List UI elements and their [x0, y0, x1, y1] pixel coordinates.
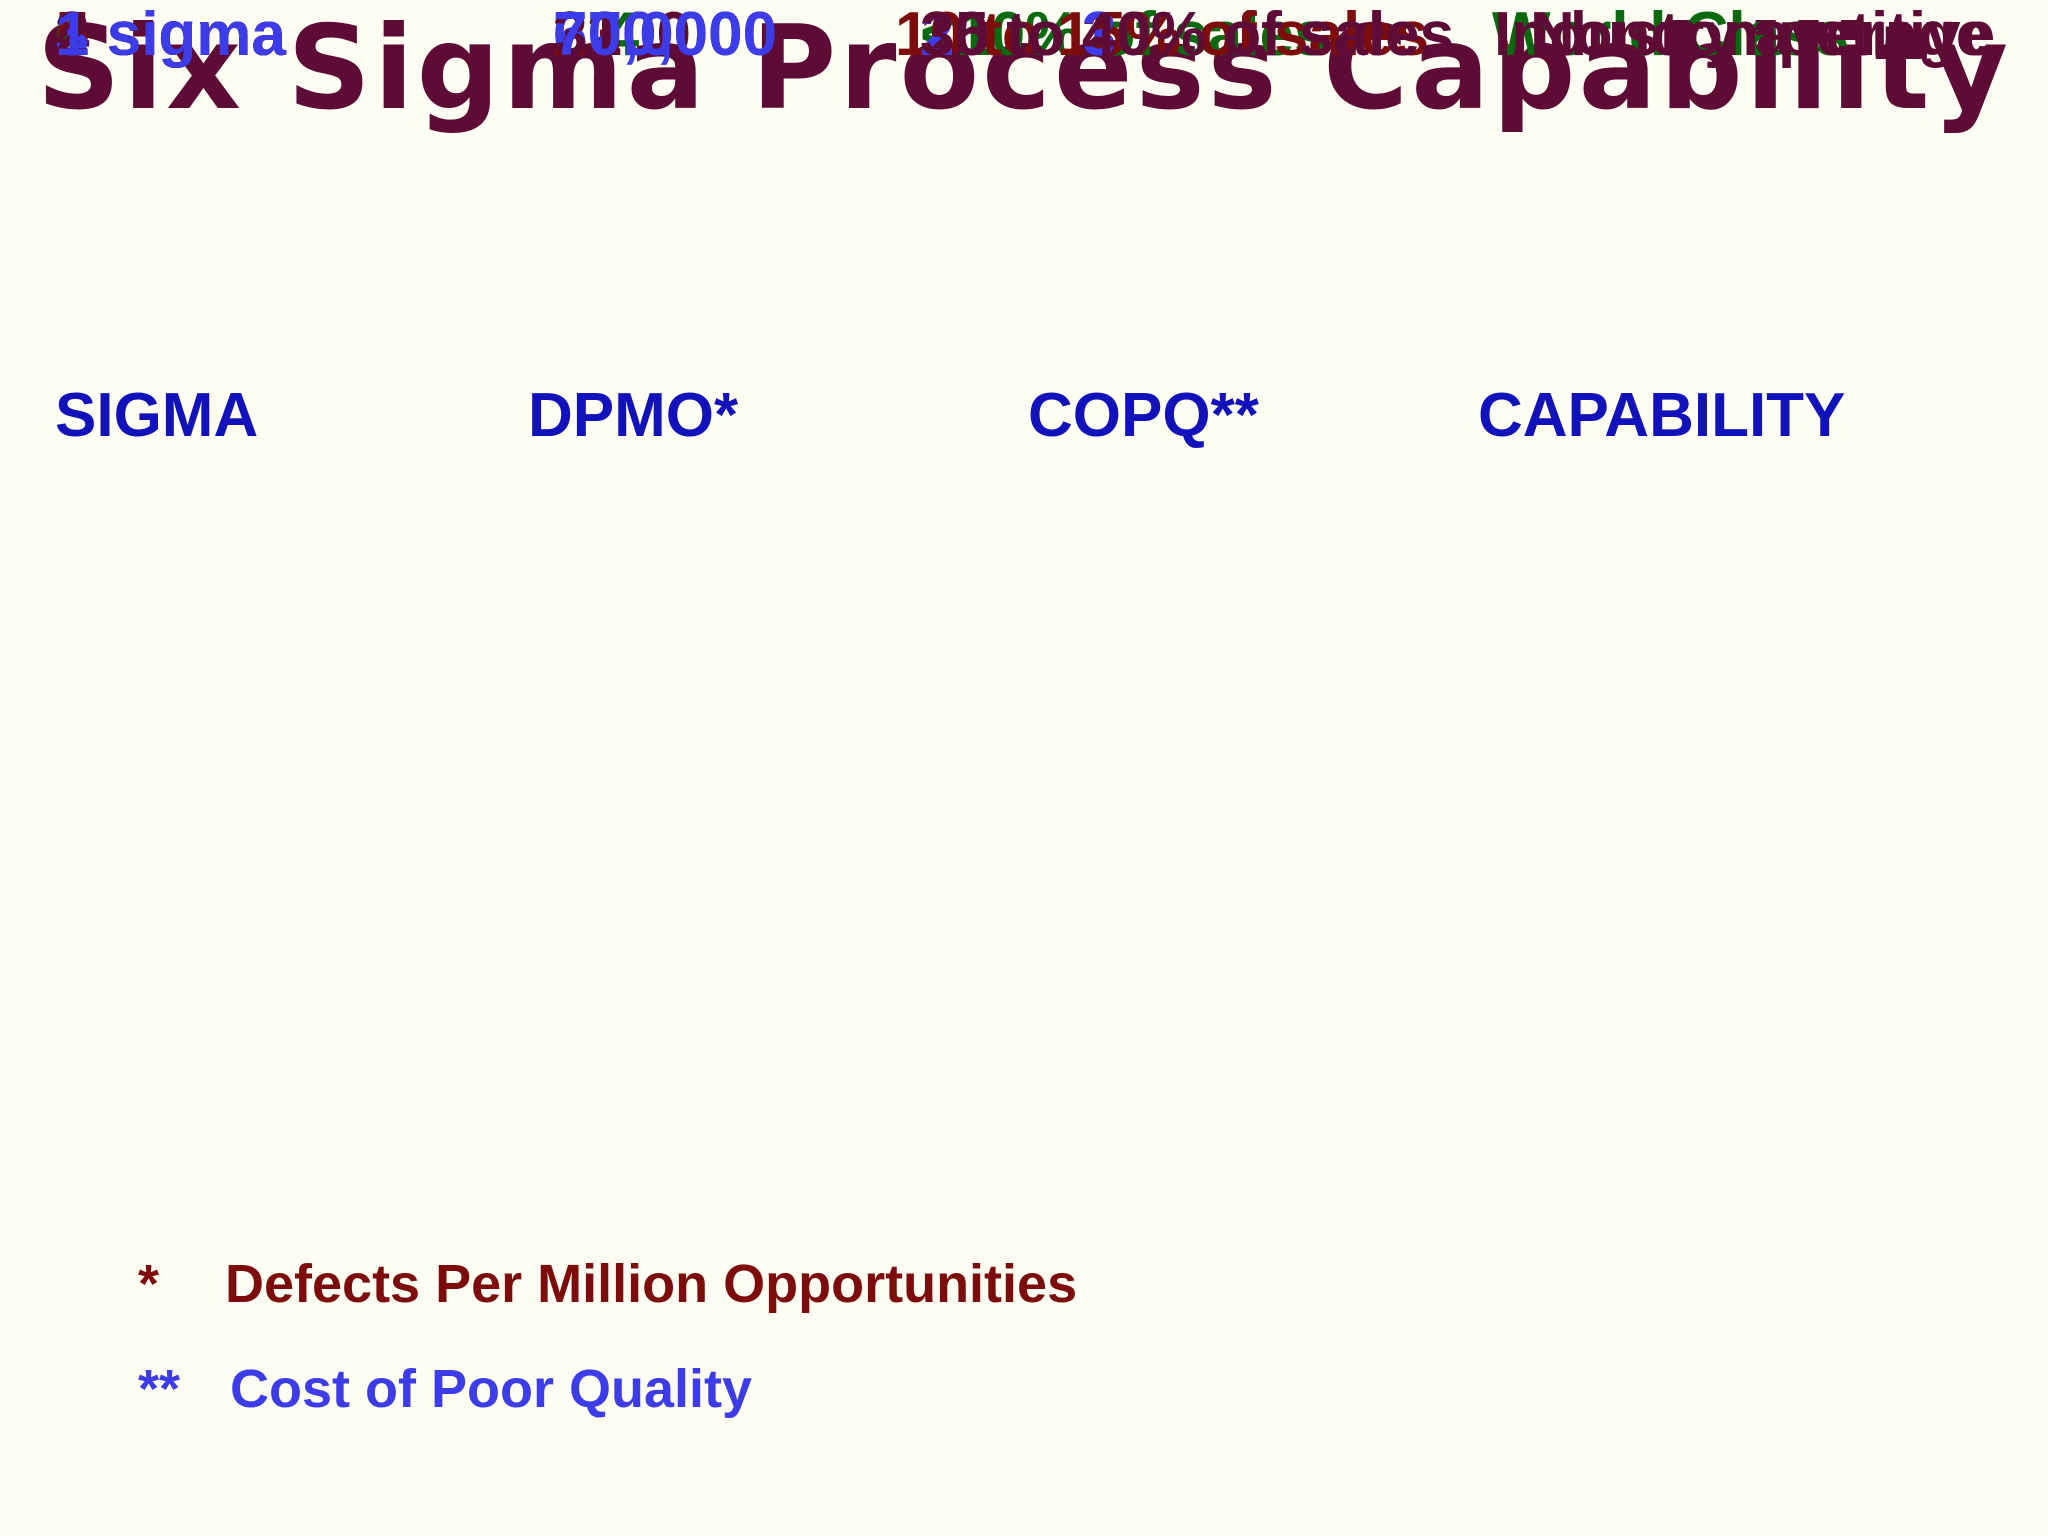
header-copq: COPQ**: [1028, 381, 1259, 450]
sigma-cell: 5 sigma: [55, 0, 286, 69]
capability-cell: Industry average: [1494, 0, 1991, 69]
capability-cell: World Class: [1492, 0, 1850, 69]
header-sigma: SIGMA: [55, 381, 259, 450]
sigma-cell: 4 sigma: [55, 0, 286, 69]
sigma-cell: 6 sigma: [55, 0, 286, 69]
dpmo-cell: 3.4: [553, 0, 640, 69]
header-capability: CAPABILITY: [1478, 381, 1846, 450]
page-title: Six Sigma Process Capability: [36, 1, 2012, 136]
sigma-cell: 2 sigma: [55, 0, 286, 69]
footnote-marker: **: [138, 1359, 181, 1419]
capability-cell: Noncompetitive: [1530, 0, 1996, 69]
copq-cell: 30 to 40% of sales: [920, 0, 1455, 69]
copq-cell: 10 to 15% of sales: [895, 0, 1430, 69]
dpmo-cell: 230: [553, 0, 657, 69]
sigma-cell: 1 sigma: [55, 0, 286, 69]
dpmo-cell: 6200: [553, 0, 691, 69]
copq-cell: 20 to 30% of sales: [920, 0, 1455, 69]
dpmo-cell: 700,000: [553, 0, 778, 69]
dpmo-cell: 310,000: [553, 0, 778, 69]
footnote-text: Defects Per Million Opportunities: [225, 1254, 1078, 1314]
copq-cell: <10% of sales: [920, 0, 1329, 69]
copq-cell: 15 to 20% of sales: [920, 0, 1455, 69]
dpmo-cell: 67,000: [553, 0, 743, 69]
footnote-marker: *: [138, 1254, 160, 1314]
sigma-cell: 3 sigma: [55, 0, 286, 69]
header-dpmo: DPMO*: [528, 381, 739, 450]
footnote-text: Cost of Poor Quality: [230, 1359, 753, 1419]
